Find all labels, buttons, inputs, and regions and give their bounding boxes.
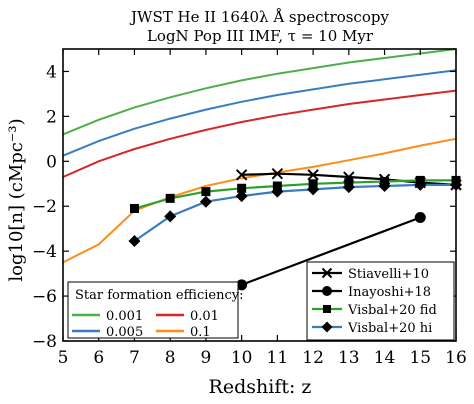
y-tick-label-6: 4 [46,62,57,82]
marker-point-1-1 [414,211,426,223]
x-tick-label-7: 12 [302,348,324,368]
y-axis-label: log10[n] (cMpc⁻³) [6,118,27,281]
efficiency-legend-label-3: 0.1 [190,325,211,340]
marker-point-0-1 [271,167,284,180]
efficiency-legend-box [67,281,239,339]
markers-legend-marker-0-stroke-b [321,267,333,279]
marker-point-2-3 [237,183,247,193]
x-tick-label-11: 16 [445,348,467,368]
efficiency-legend-label-2: 0.005 [106,325,143,340]
x-tick-label-1: 6 [93,348,104,368]
plot-frame [62,48,457,342]
y-tick-label-0: −8 [32,332,57,352]
marker-point-3-0 [128,235,141,248]
markers-legend-items: Stiavelli+10 Inayoshi+18 Visbal+20 fid Visb… [312,267,437,336]
markers-legend-marker-1 [322,286,332,296]
marker-point-3-3 [235,190,248,203]
efficiency-legend-label-1: 0.01 [190,309,219,324]
efficiency-legend-items: 0.001 0.01 0.005 0.1 [72,309,219,340]
marker-point-3-2 [199,195,212,208]
marker-point-0-0-stroke-b [235,169,248,181]
marker-point-3-6 [342,181,355,194]
efficiency-line-0.1 [62,137,457,264]
marker-line-2 [134,179,456,210]
marker-point-3-1 [164,210,177,223]
x-tick-label-0: 5 [58,348,69,368]
marker-point-3-8 [414,178,427,191]
x-tick-label-5: 10 [231,348,253,368]
efficiency-legend-label-0: 0.001 [106,309,143,324]
marker-line-1 [241,216,421,286]
markers-legend-label-1: Inayoshi+18 [348,285,431,300]
markers-legend-label-0: Stiavelli+10 [348,267,429,282]
marker-point-0-1-stroke-b [271,167,284,180]
series-layer [62,48,462,291]
x-tick-label-2: 7 [129,348,140,368]
marker-point-0-0 [235,169,248,181]
x-tick-label-6: 11 [267,348,289,368]
marker-point-3-5 [307,183,320,196]
x-tick-label-3: 8 [165,348,176,368]
efficiency-line-0.01 [62,89,457,178]
chart-subtitle: LogN Pop III IMF, τ = 10 Myr [147,27,374,45]
marker-point-3-7 [378,180,391,193]
x-tick-label-10: 15 [409,348,431,368]
ticks-layer: 5 6 7 8 9 10 11 12 13 14 15 16 −8 −6 −4 −2 0 2 4 [32,49,467,368]
markers-legend-marker-3 [321,321,333,333]
marker-point-0-2-stroke-b [307,169,319,181]
markers-legend-label-3: Visbal+20 hi [347,321,432,336]
marker-point-2-0 [129,203,139,213]
x-tick-label-9: 14 [374,348,396,368]
y-tick-label-3: −2 [32,197,57,217]
marker-point-0-2 [307,169,319,181]
y-tick-label-1: −6 [32,287,57,307]
x-tick-label-4: 9 [200,348,211,368]
efficiency-legend: Star formation efficiency: 0.001 0.010.00… [67,281,243,340]
chart-title: JWST He II 1640λ Å spectroscopy [129,8,389,26]
y-tick-label-5: 2 [46,107,57,127]
markers-legend-marker-2 [323,305,331,313]
marker-point-1-0 [236,279,248,291]
markers-legend: Stiavelli+10 Inayoshi+18 Visbal+20 fid Visb… [306,261,455,341]
marker-point-2-2 [201,187,211,197]
y-tick-label-4: 0 [46,152,57,172]
y-tick-label-2: −4 [32,242,57,262]
marker-point-2-1 [165,193,175,203]
efficiency-legend-title: Star formation efficiency: [75,288,243,303]
efficiency-line-0.005 [62,69,457,157]
efficiency-line-0.001 [62,48,457,136]
markers-legend-label-2: Visbal+20 fid [347,303,437,318]
marker-line-3 [133,183,456,242]
x-tick-label-8: 13 [338,348,360,368]
marker-point-3-4 [271,185,284,198]
x-axis-label: Redshift: z [209,376,312,398]
markers-legend-marker-0 [321,267,333,279]
